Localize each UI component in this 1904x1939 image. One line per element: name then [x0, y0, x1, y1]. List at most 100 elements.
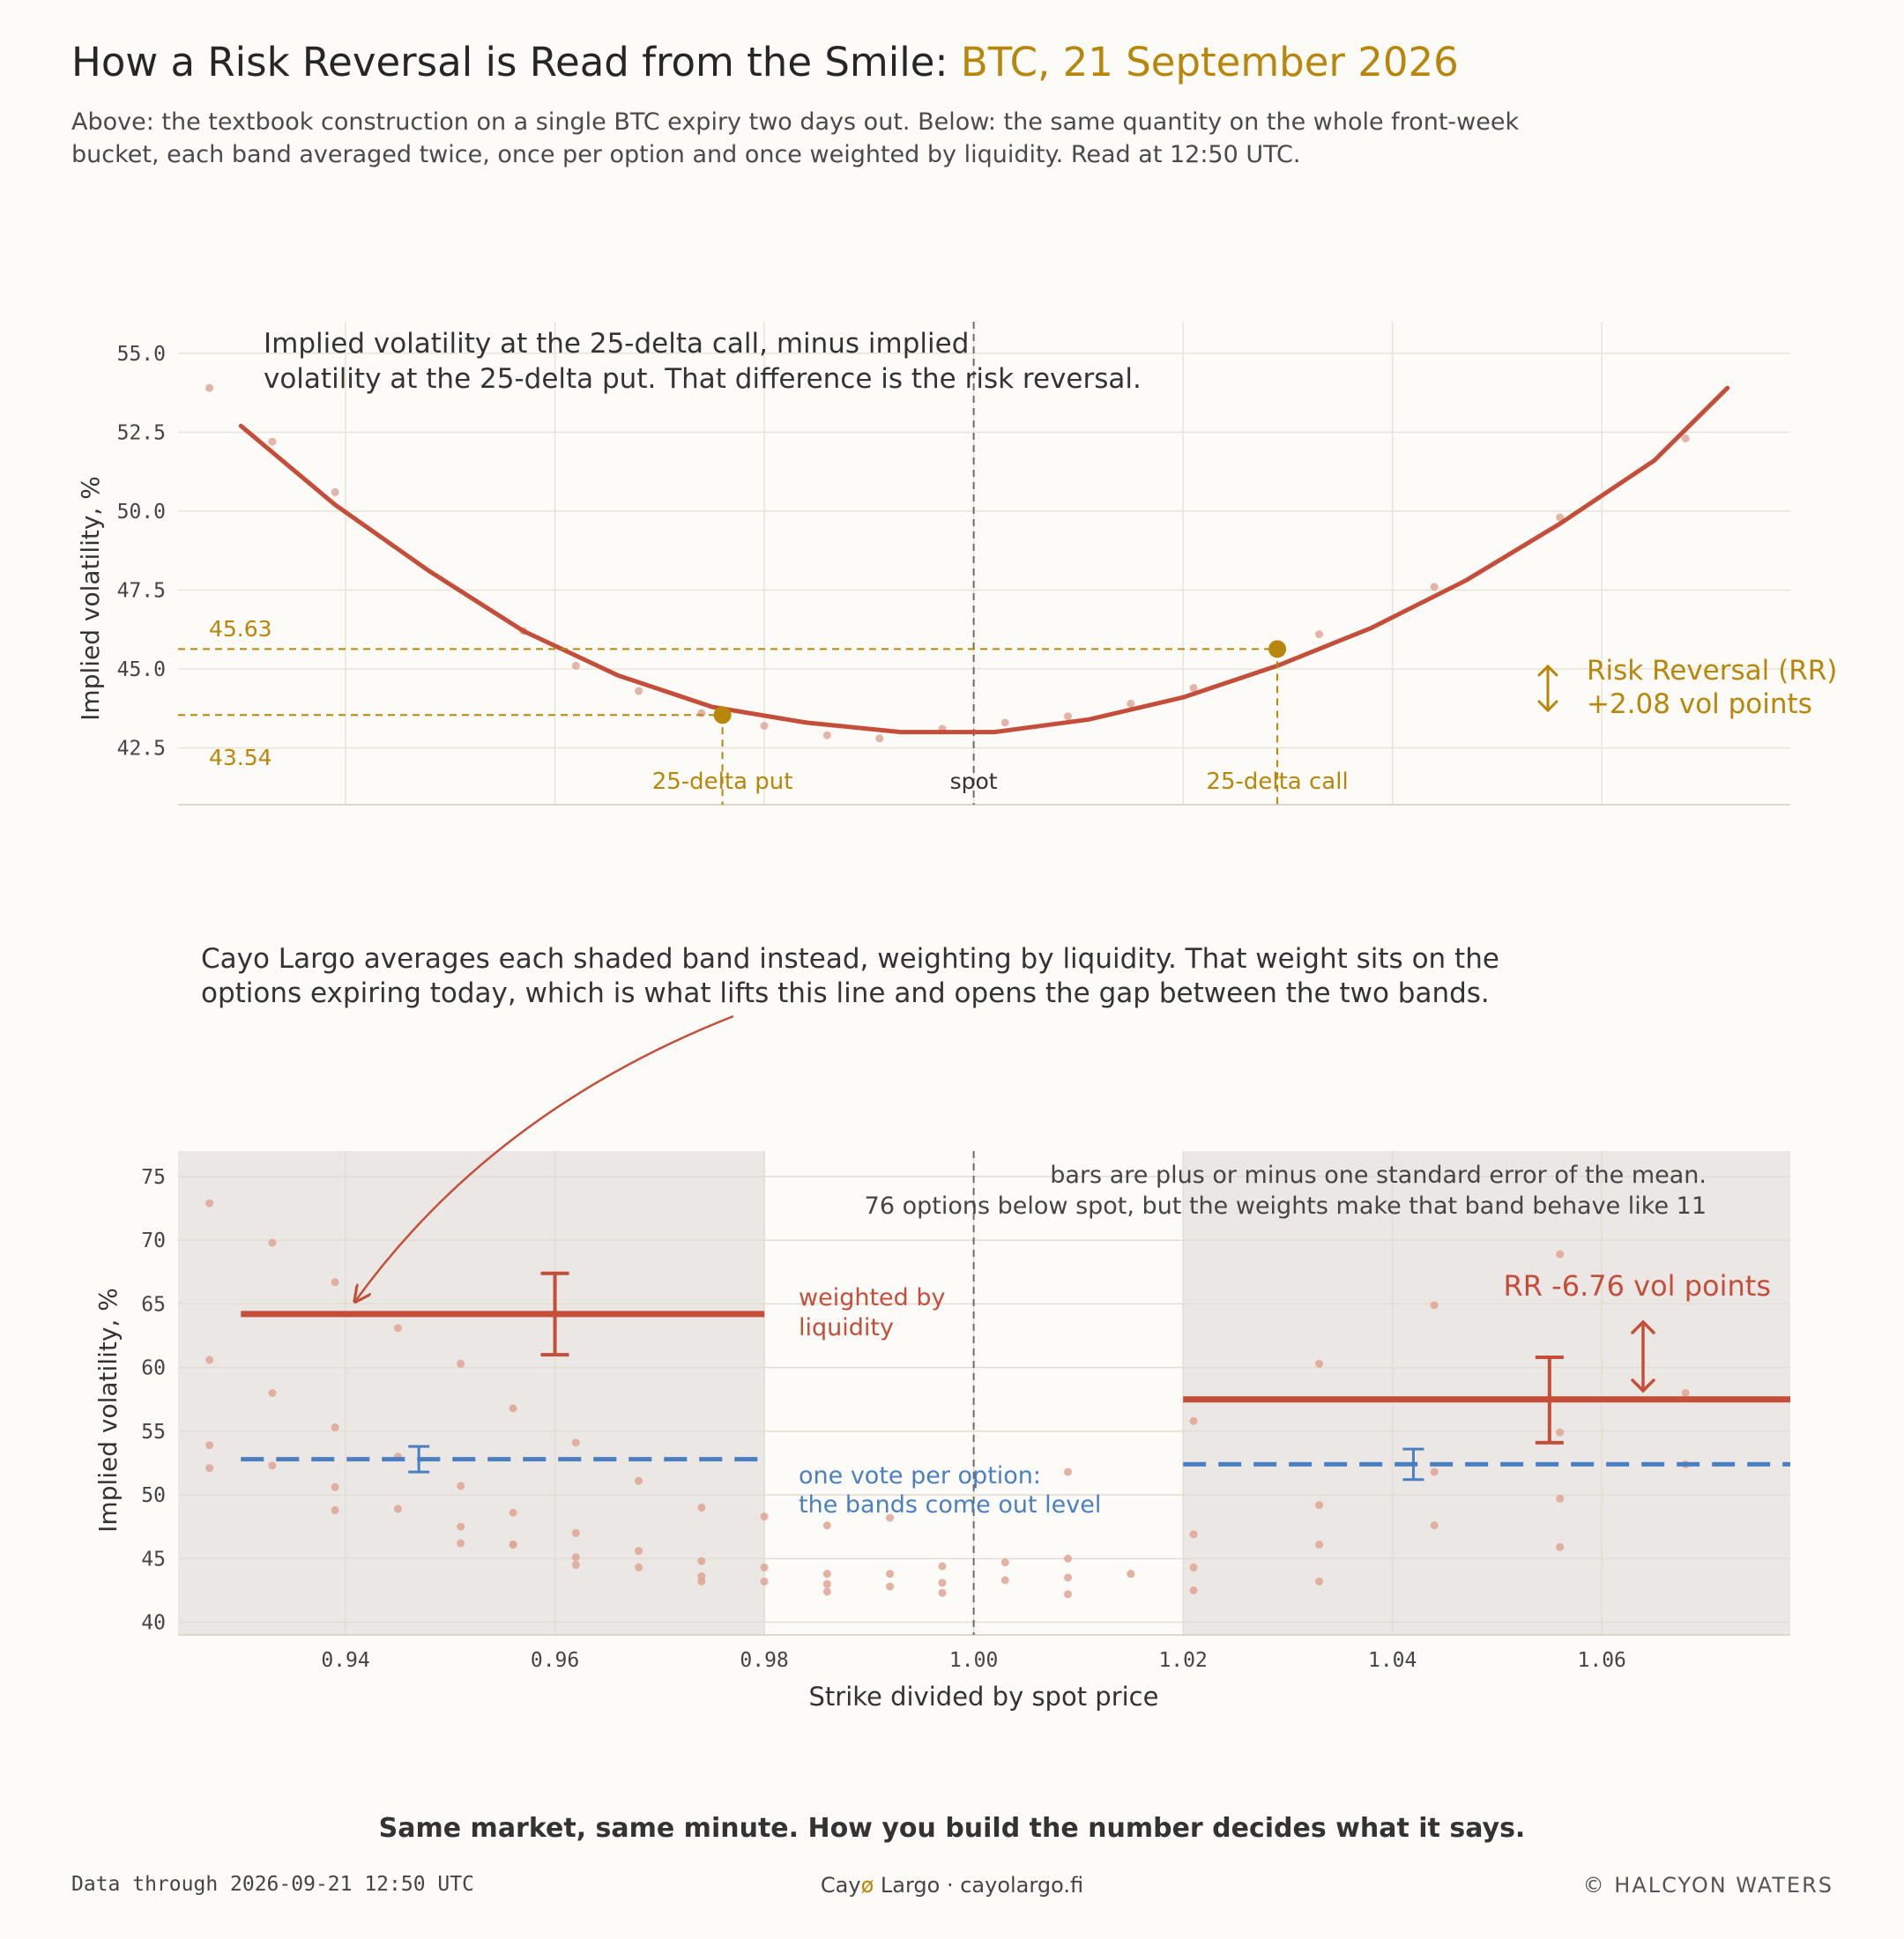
bottom-y-tick-label: 50: [141, 1484, 166, 1507]
option-point: [1189, 1563, 1198, 1571]
option-point: [1315, 1540, 1324, 1549]
bottom-x-tick-label: 0.94: [321, 1649, 369, 1672]
option-point: [822, 1579, 831, 1588]
bottom-x-tick-label: 1.02: [1158, 1649, 1207, 1672]
option-point: [1000, 1558, 1009, 1567]
option-point: [205, 1464, 214, 1473]
top-spot-label: spot: [950, 769, 998, 794]
brand-name-a: Cay: [820, 1873, 861, 1898]
option-point: [938, 1588, 947, 1597]
bottom-y-tick-label: 60: [141, 1357, 166, 1380]
chart-title: How a Risk Reversal is Read from the Smi…: [71, 39, 1459, 85]
option-point: [268, 1389, 277, 1397]
option-point: [1127, 1570, 1135, 1579]
option-point: [1315, 1577, 1324, 1586]
callout-arrow: [356, 1014, 734, 1300]
option-point: [509, 1404, 517, 1413]
weighted-below-error-bar: [540, 1271, 569, 1357]
option-point: [938, 1579, 947, 1587]
top-quote-point: [205, 383, 214, 392]
option-point: [571, 1561, 580, 1570]
onevote-above-error-bar: [1402, 1447, 1424, 1482]
option-point: [1000, 1576, 1009, 1585]
top-quote-point: [1127, 699, 1135, 708]
option-point: [635, 1563, 643, 1571]
title-main: How a Risk Reversal is Read from the Smi…: [71, 39, 961, 85]
option-point: [457, 1539, 465, 1548]
option-point: [268, 1238, 277, 1247]
weighted-above-error-bar: [1535, 1356, 1564, 1445]
bottom-x-tick-label: 0.96: [531, 1649, 579, 1672]
option-point: [1556, 1494, 1565, 1503]
rr-top-double-arrow: [1537, 664, 1558, 713]
option-point: [886, 1582, 895, 1591]
option-point: [457, 1359, 465, 1368]
option-point: [635, 1547, 643, 1556]
option-point: [393, 1504, 402, 1513]
top-quote-point: [697, 709, 706, 717]
option-point: [1064, 1573, 1073, 1582]
option-point: [1681, 1389, 1690, 1397]
option-point: [571, 1553, 580, 1562]
chart-subtitle: Above: the textbook construction on a si…: [71, 108, 1520, 168]
option-point: [1430, 1301, 1439, 1310]
option-point: [760, 1563, 769, 1571]
option-point: [331, 1423, 339, 1432]
option-point: [393, 1324, 402, 1333]
bottom-y-axis-label: Implied volatility, %: [93, 1288, 123, 1533]
top-y-tick-label: 52.5: [117, 421, 166, 444]
option-point: [268, 1461, 277, 1470]
rr-bottom-double-arrow: [1631, 1319, 1655, 1393]
callout-line1: Cayo Largo averages each shaded band ins…: [201, 943, 1499, 975]
bottom-y-tick-label: 45: [141, 1548, 166, 1571]
bottom-x-tick-label: 1.06: [1578, 1649, 1626, 1672]
top-quote-point: [760, 721, 769, 730]
bottom-y-tick-label: 65: [141, 1293, 166, 1316]
option-point: [1430, 1521, 1439, 1530]
bottom-x-tick-label: 1.00: [949, 1649, 998, 1672]
top-quote-point: [1430, 583, 1439, 591]
title-accent: BTC, 21 September 2026: [960, 39, 1459, 85]
shaded-band-above: [1183, 1151, 1790, 1635]
shaded-band-below: [178, 1151, 765, 1635]
option-point: [205, 1356, 214, 1364]
option-point: [509, 1508, 517, 1517]
bottom-panel: 0.94 0.96 0.98 1.00 1.02 1.04 1.06 75 70 65 60 55 50…: [93, 943, 1790, 1712]
bottom-x-tick-label: 0.98: [740, 1649, 788, 1672]
top-quote-point: [1315, 630, 1324, 639]
top-y-axis-label: Implied volatility, %: [76, 476, 105, 721]
top-y-tick-label: 47.5: [117, 579, 166, 602]
top-quote-point: [268, 437, 277, 446]
option-point: [822, 1587, 831, 1596]
top-annotation-line1: Implied volatility at the 25-delta call,…: [264, 328, 969, 360]
bottom-y-tick-label: 75: [141, 1166, 166, 1189]
option-point: [697, 1504, 706, 1512]
brand-link[interactable]: Cayø Largo · cayolargo.fi: [0, 1873, 1904, 1898]
put25-marker: [713, 706, 732, 724]
bottom-note-line2: 76 options below spot, but the weights m…: [865, 1192, 1707, 1220]
option-point: [697, 1577, 706, 1586]
top-quote-point: [1189, 683, 1198, 692]
option-point: [697, 1556, 706, 1565]
top-annotation-line2: volatility at the 25-delta put. That dif…: [264, 363, 1142, 395]
top-quote-point: [1681, 435, 1690, 443]
callout-line2: options expiring today, which is what li…: [201, 977, 1490, 1009]
top-quote-point: [822, 731, 831, 739]
brand-name-b: Largo · cayolargo.fi: [874, 1873, 1084, 1898]
bottom-y-tick-label: 55: [141, 1421, 166, 1444]
option-point: [635, 1476, 643, 1485]
option-point: [1064, 1467, 1073, 1476]
option-point: [1189, 1416, 1198, 1425]
smile-curve: [238, 385, 1730, 735]
top-quote-point: [571, 661, 580, 670]
top-y-tick-label: 55.0: [117, 343, 166, 366]
option-point: [1315, 1359, 1324, 1368]
option-point: [571, 1438, 580, 1447]
call25-value-label: 45.63: [209, 616, 272, 642]
option-point: [1556, 1542, 1565, 1551]
rr-bottom-label: RR -6.76 vol points: [1504, 1269, 1771, 1303]
option-point: [1556, 1250, 1565, 1259]
weighted-label-line1: weighted by: [799, 1284, 946, 1311]
call25-label: 25-delta call: [1206, 769, 1348, 795]
